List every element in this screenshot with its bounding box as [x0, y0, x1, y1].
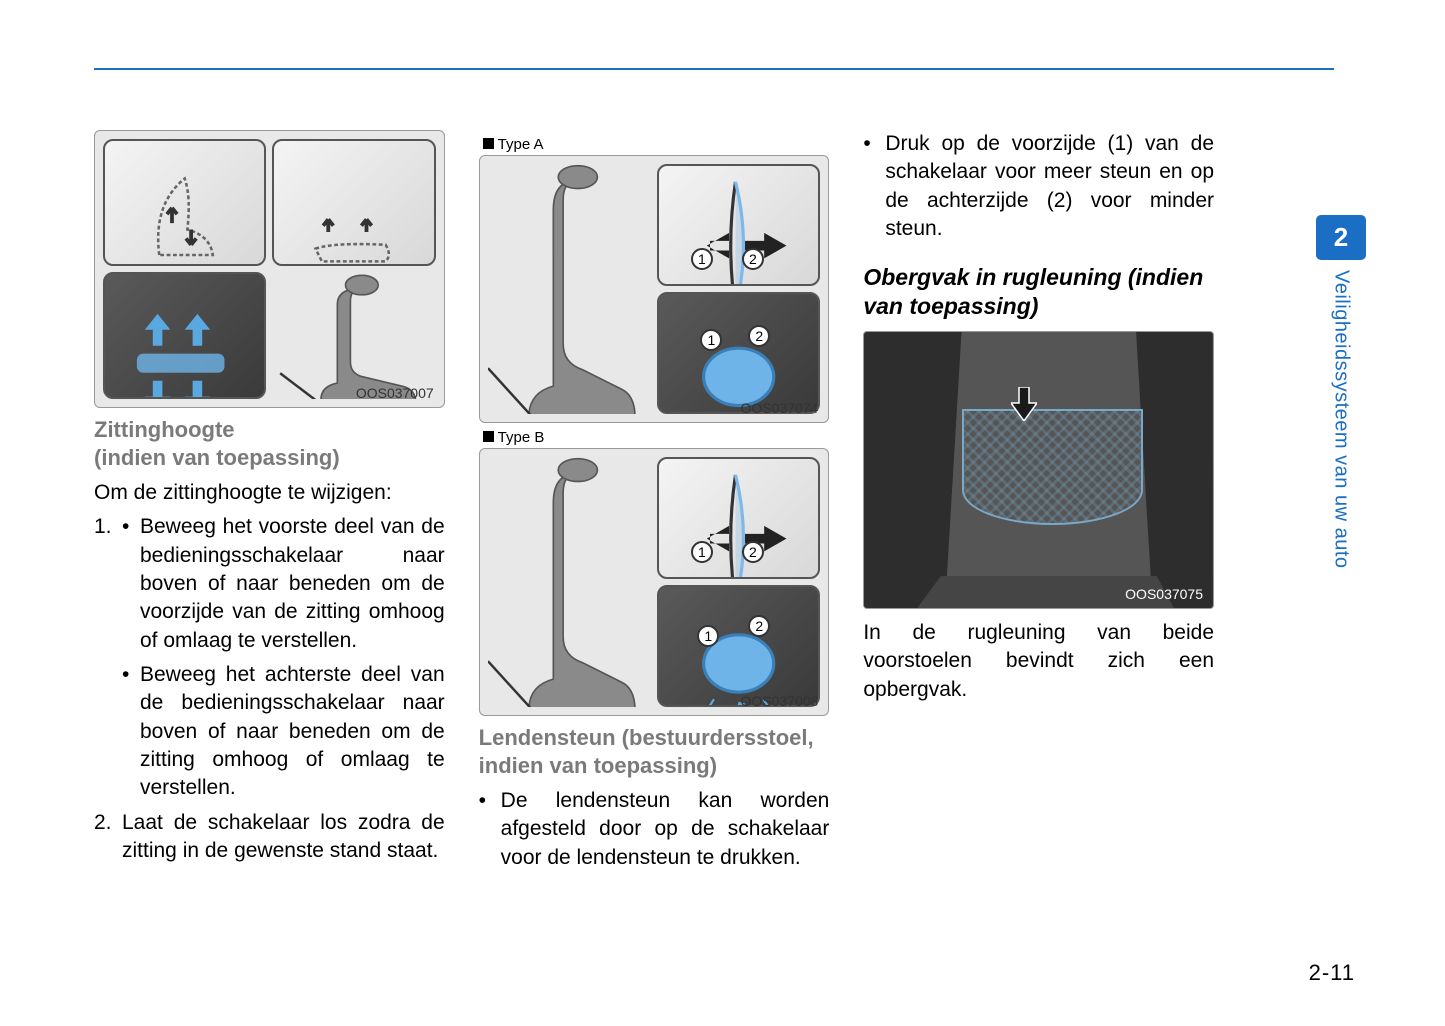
list-bullet: Beweeg het voorste deel van de bediening…: [122, 513, 445, 655]
figure-panel: 1 2: [657, 164, 820, 286]
instruction-list: 1. Beweeg het voorste deel van de bedien…: [94, 513, 445, 865]
list-bullet: Druk op de voorzijde (1) van de schakela…: [863, 130, 1214, 243]
figure-panel: [272, 139, 435, 266]
list-bullet: De lendensteun kan worden afgesteld door…: [479, 787, 830, 872]
list-number: 1.: [94, 513, 112, 541]
intro-text: Om de zittinghoogte te wijzigen:: [94, 479, 445, 507]
callout-1: 1: [691, 541, 713, 563]
figure-panel: [272, 272, 435, 399]
figure-lumbar-b: 1 2: [479, 448, 830, 716]
figure-panel: [488, 164, 651, 414]
chapter-tab: 2 Veiligheidssysteem van uw auto: [1316, 215, 1366, 569]
column-3: Druk op de voorzijde (1) van de schakela…: [863, 130, 1214, 878]
figure-caption: OOS037007: [356, 385, 434, 401]
list-number: 2.: [94, 809, 112, 837]
bullet-list: Druk op de voorzijde (1) van de schakela…: [863, 130, 1214, 243]
figure-panel: [103, 272, 266, 399]
list-item: 2. Laat de schakelaar los zodra de zitti…: [94, 809, 445, 866]
figure-seatback-pocket: OOS037075: [863, 331, 1214, 609]
heading-zittinghoogte: Zittinghoogte (indien van toepassing): [94, 416, 445, 471]
figure-panel: 1 2: [657, 292, 820, 414]
chapter-number-badge: 2: [1316, 215, 1366, 260]
body-paragraph: In de rugleuning van beide voorstoelen b…: [863, 619, 1214, 704]
callout-2: 2: [748, 325, 770, 347]
callout-2: 2: [742, 248, 764, 270]
figure-lumbar-a: 1 2: [479, 155, 830, 423]
figure-caption: OOS037075: [1125, 586, 1203, 602]
chapter-title: Veiligheidssysteem van uw auto: [1330, 270, 1353, 569]
page-content: OOS037007 Zittinghoogte (indien van toep…: [94, 130, 1214, 878]
type-label-b: Type B: [483, 429, 830, 446]
seat-net-icon: [962, 409, 1143, 525]
bullet-list: De lendensteun kan worden afgesteld door…: [479, 787, 830, 872]
column-2: Type A 1 2: [479, 130, 830, 878]
list-text: Laat de schakelaar los zodra de zitting …: [122, 811, 445, 862]
figure-panel: 1 2: [657, 457, 820, 579]
figure-panel: 1 2: [657, 585, 820, 707]
heading-lendensteun: Lendensteun (bestuurdersstoel, indien va…: [479, 724, 830, 779]
figure-panel: [103, 139, 266, 266]
header-rule: [94, 68, 1334, 70]
figure-caption: OOS037074: [741, 400, 819, 416]
list-bullet: Beweeg het achterste deel van de bedieni…: [122, 661, 445, 803]
page-number: 2-11: [1309, 960, 1355, 986]
figure-seat-height: OOS037007: [94, 130, 445, 408]
list-item: 1. Beweeg het voorste deel van de bedien…: [94, 513, 445, 802]
callout-1: 1: [697, 625, 719, 647]
arrow-down-icon: [1011, 387, 1037, 421]
figure-panel: [488, 457, 651, 707]
figure-caption: OOS037008: [741, 693, 819, 709]
callout-1: 1: [691, 248, 713, 270]
callout-2: 2: [742, 541, 764, 563]
column-1: OOS037007 Zittinghoogte (indien van toep…: [94, 130, 445, 878]
type-label-a: Type A: [483, 136, 830, 153]
heading-obergvak: Obergvak in rugleuning (indien van toepa…: [863, 263, 1214, 321]
